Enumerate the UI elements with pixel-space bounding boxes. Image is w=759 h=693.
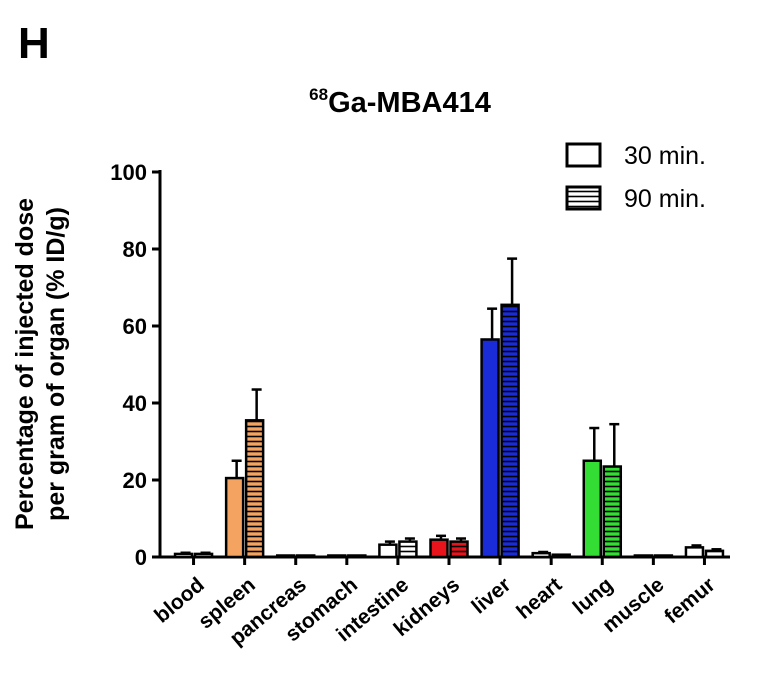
legend-label-90-min: 90 min.	[624, 185, 706, 213]
plot-area: 020406080100bloodspleenpancreasstomachin…	[110, 160, 730, 650]
y-tick-label: 80	[123, 237, 147, 262]
chart-title: 68Ga-MBA414	[309, 85, 491, 119]
bar-lung-30-min	[582, 459, 603, 559]
bar-spleen-90-min	[244, 419, 265, 559]
y-axis-label-line-2: per gram of organ (% ID/g)	[42, 207, 70, 521]
bar-blood-90-min	[193, 552, 214, 559]
legend-swatch-90-min	[565, 185, 602, 211]
legend-swatch-30-min	[565, 142, 602, 168]
bar-intestine-30-min	[378, 543, 398, 559]
bar-femur-30-min	[684, 546, 705, 559]
chart-title-main: Ga-MBA414	[328, 87, 491, 119]
bar-muscle-30-min	[633, 554, 654, 559]
y-tick-label: 0	[135, 545, 147, 570]
panel-letter: H	[18, 19, 50, 68]
category-label-femur: femur	[660, 573, 719, 628]
legend-label-30-min: 30 min.	[624, 142, 706, 170]
bar-spleen-30-min	[224, 476, 245, 559]
bar-intestine-90-min	[398, 540, 418, 559]
bar-heart-90-min	[551, 553, 571, 559]
category-label-heart: heart	[512, 573, 566, 624]
bar-stomach-90-min	[347, 554, 367, 559]
bar-muscle-90-min	[653, 554, 674, 559]
bar-pancreas-30-min	[275, 554, 296, 559]
bar-stomach-30-min	[327, 554, 347, 559]
bar-heart-30-min	[531, 551, 551, 559]
y-tick-label: 20	[123, 468, 147, 493]
y-tick-label: 100	[110, 160, 147, 185]
legend: 30 min. 90 min.	[565, 142, 706, 213]
bar-liver-90-min	[500, 303, 520, 559]
bar-kidneys-30-min	[429, 538, 449, 559]
chart-title-superscript: 68	[309, 85, 328, 104]
bar-blood-30-min	[173, 552, 194, 559]
bar-kidneys-90-min	[449, 540, 469, 559]
bar-pancreas-90-min	[295, 554, 316, 559]
bar-femur-90-min	[704, 549, 725, 559]
y-tick-label: 60	[123, 314, 147, 339]
y-axis-label-line-1: Percentage of injected dose	[11, 198, 39, 530]
y-tick-label: 40	[123, 391, 147, 416]
bar-liver-30-min	[480, 338, 500, 559]
y-axis-label: Percentage of injected dose per gram of …	[11, 198, 70, 530]
bar-lung-90-min	[602, 465, 623, 559]
category-label-liver: liver	[467, 573, 515, 618]
